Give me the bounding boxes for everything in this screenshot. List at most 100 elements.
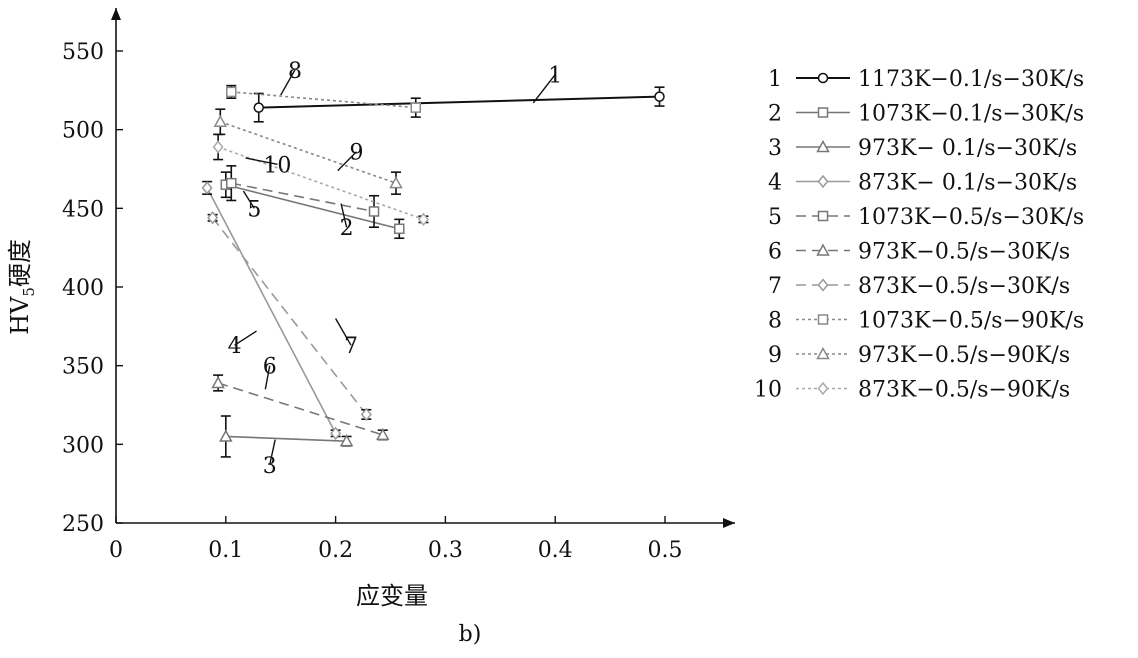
y-tick-label: 350 bbox=[62, 355, 104, 380]
legend-number: 2 bbox=[768, 102, 782, 127]
y-tick-label: 550 bbox=[62, 40, 104, 65]
series-layer bbox=[201, 84, 665, 458]
legend-entry-2: 2 1073K−0.1/s−30K/s bbox=[768, 102, 1084, 127]
legend-entry-6: 6 973K−0.5/s−30K/s bbox=[768, 240, 1070, 265]
series-3 bbox=[219, 415, 354, 458]
y-tick-label: 500 bbox=[62, 119, 104, 144]
curve-label-3: 3 bbox=[263, 439, 277, 479]
data-point bbox=[376, 427, 390, 441]
legend-marker bbox=[816, 243, 830, 256]
x-tick-label: 0.4 bbox=[538, 538, 573, 563]
leader-line bbox=[242, 190, 255, 209]
curve-label-text: 6 bbox=[263, 355, 277, 380]
leader-line bbox=[245, 157, 278, 165]
legend-marker bbox=[816, 346, 830, 360]
leader-line bbox=[264, 365, 271, 390]
legend-label: 873K− 0.1/s−30K/s bbox=[858, 171, 1077, 196]
series-6 bbox=[211, 374, 390, 441]
series-line bbox=[225, 435, 347, 442]
legend-label: 1073K−0.5/s−90K/s bbox=[858, 309, 1084, 334]
y-tick-label: 250 bbox=[62, 512, 104, 537]
curve-label-text: 3 bbox=[263, 454, 277, 479]
data-point bbox=[330, 426, 342, 441]
y-axis-arrow bbox=[111, 8, 121, 20]
curve-label-text: 8 bbox=[288, 59, 302, 84]
curve-label-9: 9 bbox=[337, 141, 363, 172]
legend-entry-8: 8 1073K−0.5/s−90K/s bbox=[768, 309, 1084, 334]
curve-labels-layer: 1 2 3 4 5 6 7 8 9 10 bbox=[228, 59, 563, 479]
legend-marker bbox=[817, 174, 829, 189]
series-9 bbox=[213, 108, 403, 195]
legend-marker bbox=[816, 139, 830, 153]
series-4 bbox=[201, 180, 342, 441]
y-axis-title: HV5硬度 bbox=[6, 239, 38, 335]
curve-label-text: 5 bbox=[247, 197, 261, 222]
curve-label-10: 10 bbox=[245, 153, 291, 178]
curve-label-text: 10 bbox=[263, 153, 291, 178]
legend: 1 1173K−0.1/s−30K/s2 1073K−0.1/s−30K/s3 973… bbox=[754, 67, 1084, 403]
legend-entry-3: 3 973K− 0.1/s−30K/s bbox=[768, 136, 1077, 161]
legend-entry-7: 7 873K−0.5/s−30K/s bbox=[768, 274, 1070, 299]
leader-line bbox=[269, 439, 276, 465]
series-line bbox=[217, 382, 384, 436]
curve-label-5: 5 bbox=[242, 190, 261, 222]
leader-line bbox=[337, 151, 357, 172]
legend-number: 9 bbox=[768, 343, 782, 368]
legend-label: 973K−0.5/s−90K/s bbox=[858, 343, 1070, 368]
data-point bbox=[360, 407, 372, 422]
legend-label: 873K−0.5/s−30K/s bbox=[858, 274, 1070, 299]
legend-number: 3 bbox=[768, 136, 782, 161]
legend-label: 1073K−0.5/s−30K/s bbox=[858, 205, 1084, 230]
legend-marker bbox=[817, 210, 829, 222]
legend-entry-4: 4 873K− 0.1/s−30K/s bbox=[768, 171, 1077, 196]
curve-label-text: 4 bbox=[228, 334, 242, 359]
x-tick-label: 0.3 bbox=[428, 538, 463, 563]
leader-line bbox=[334, 318, 352, 346]
data-point bbox=[213, 114, 228, 128]
legend-number: 8 bbox=[768, 309, 782, 334]
legend-label: 973K−0.5/s−30K/s bbox=[858, 240, 1070, 265]
curve-label-text: 1 bbox=[548, 64, 562, 89]
leader-line bbox=[340, 203, 348, 228]
series-line bbox=[206, 187, 337, 434]
data-point bbox=[339, 434, 354, 447]
legend-number: 5 bbox=[768, 205, 782, 230]
data-point bbox=[201, 181, 213, 195]
curve-label-1: 1 bbox=[532, 64, 562, 104]
data-point bbox=[219, 429, 233, 442]
x-tick-label: 0 bbox=[109, 538, 123, 563]
legend-marker bbox=[817, 381, 829, 396]
legend-label: 873K−0.5/s−90K/s bbox=[858, 378, 1070, 403]
legend-number: 6 bbox=[768, 240, 782, 265]
axes: 0 0.1 0.2 0.3 0.4 0.5 250 300 350 400 450 500 550 应变量… bbox=[6, 8, 735, 610]
legend-label: 1073K−0.1/s−30K/s bbox=[858, 102, 1084, 127]
curve-label-6: 6 bbox=[263, 355, 277, 390]
data-point bbox=[226, 177, 237, 189]
data-point bbox=[226, 86, 237, 98]
data-point bbox=[394, 223, 405, 235]
legend-marker bbox=[817, 314, 829, 325]
x-axis-arrow bbox=[723, 518, 735, 528]
data-point bbox=[207, 211, 219, 225]
legend-entry-1: 1 1173K−0.1/s−30K/s bbox=[768, 67, 1084, 92]
leader-line bbox=[234, 330, 257, 346]
data-point bbox=[417, 212, 429, 227]
data-point bbox=[654, 91, 665, 102]
subfigure-label: b) bbox=[459, 622, 482, 647]
legend-label: 1173K−0.1/s−30K/s bbox=[858, 67, 1084, 92]
data-point bbox=[212, 140, 224, 154]
series-5 bbox=[226, 165, 380, 229]
legend-number: 7 bbox=[768, 274, 782, 299]
series-8 bbox=[226, 84, 422, 118]
data-point bbox=[253, 102, 264, 113]
series-line bbox=[211, 217, 367, 415]
y-tick-label: 300 bbox=[62, 433, 104, 458]
x-tick-label: 0.1 bbox=[208, 538, 243, 563]
legend-marker bbox=[817, 278, 829, 292]
curve-label-7: 7 bbox=[334, 318, 358, 359]
legend-marker bbox=[817, 107, 829, 118]
y-tick-label: 400 bbox=[62, 276, 104, 301]
curve-label-text: 9 bbox=[349, 141, 363, 166]
